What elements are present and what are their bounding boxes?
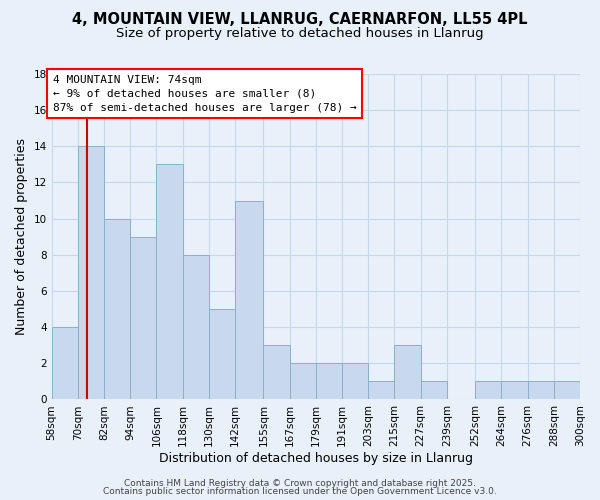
Bar (209, 309, 235, 400)
X-axis label: Distribution of detached houses by size in Llanrug: Distribution of detached houses by size … (159, 452, 473, 465)
Bar (316, 364, 342, 400)
Text: 4 MOUNTAIN VIEW: 74sqm
← 9% of detached houses are smaller (8)
87% of semi-detac: 4 MOUNTAIN VIEW: 74sqm ← 9% of detached … (53, 74, 356, 112)
Bar (157, 164, 182, 400)
Bar (527, 382, 554, 400)
Bar (554, 382, 580, 400)
Bar (130, 236, 157, 400)
Y-axis label: Number of detached properties: Number of detached properties (15, 138, 28, 335)
Bar (263, 345, 290, 400)
Bar (290, 364, 316, 400)
Bar (368, 382, 394, 400)
Text: Contains public sector information licensed under the Open Government Licence v3: Contains public sector information licen… (103, 487, 497, 496)
Text: 4, MOUNTAIN VIEW, LLANRUG, CAERNARFON, LL55 4PL: 4, MOUNTAIN VIEW, LLANRUG, CAERNARFON, L… (72, 12, 528, 28)
Bar (342, 364, 368, 400)
Bar (52, 327, 78, 400)
Text: Size of property relative to detached houses in Llanrug: Size of property relative to detached ho… (116, 28, 484, 40)
Bar (235, 200, 263, 400)
Bar (182, 255, 209, 400)
Bar (421, 382, 447, 400)
Text: Contains HM Land Registry data © Crown copyright and database right 2025.: Contains HM Land Registry data © Crown c… (124, 478, 476, 488)
Bar (104, 218, 130, 400)
Bar (502, 382, 527, 400)
Bar (394, 345, 421, 400)
Bar (78, 146, 104, 400)
Bar (475, 382, 502, 400)
